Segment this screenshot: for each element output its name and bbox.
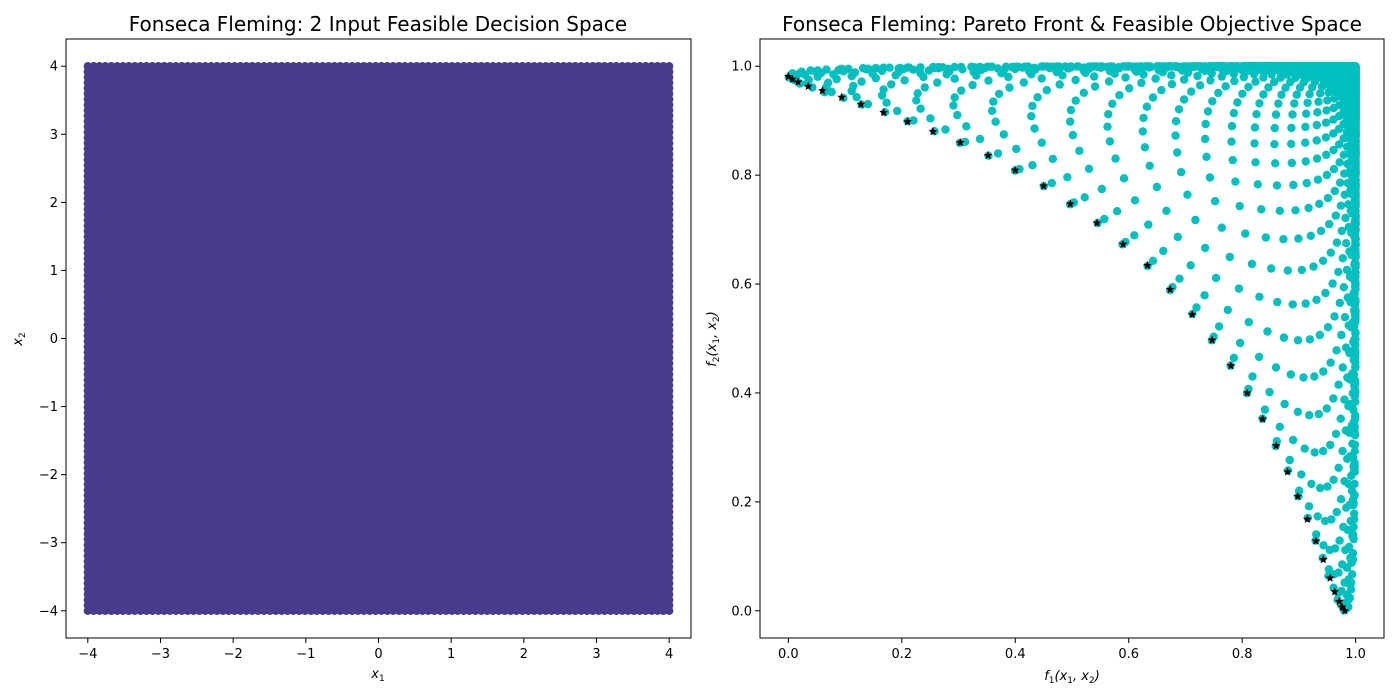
decision-point <box>113 61 122 71</box>
decision-points <box>83 61 674 615</box>
decision-point <box>101 61 110 71</box>
decision-space-chart: Fonseca Fleming: 2 Input Feasible Decisi… <box>11 12 692 684</box>
decision-point <box>89 61 98 71</box>
decision-point <box>83 61 93 71</box>
decision-point <box>95 61 104 71</box>
chart-title: Fonseca Fleming: 2 Input Feasible Decisi… <box>129 12 627 36</box>
decision-point <box>107 61 116 71</box>
